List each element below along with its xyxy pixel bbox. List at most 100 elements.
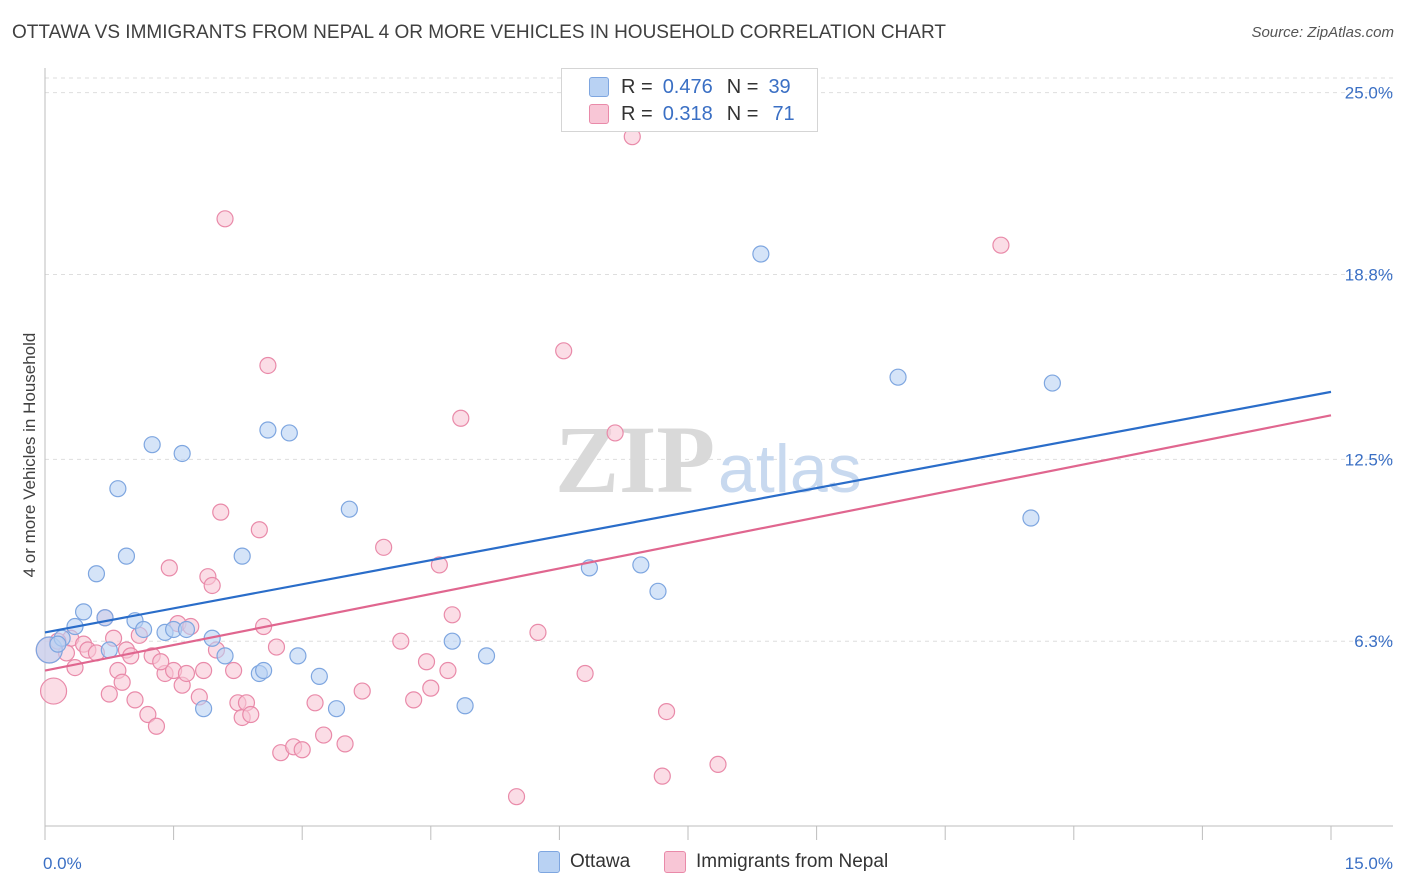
- nepal-point: [122, 647, 140, 665]
- nepal-point: [422, 679, 440, 697]
- nepal-point: [507, 788, 526, 806]
- ottawa-legend-label: Ottawa: [570, 851, 631, 872]
- nepal-legend-swatch: [664, 851, 686, 873]
- nepal-point: [66, 658, 84, 677]
- nepal-point: [126, 691, 144, 709]
- nepal-point: [452, 409, 470, 427]
- nepal-point: [430, 556, 448, 574]
- watermark-zip: ZIP: [555, 406, 715, 513]
- nepal-point: [225, 661, 243, 680]
- nepal-point: [212, 503, 230, 521]
- n-label: N =: [726, 75, 759, 98]
- nepal-point: [353, 682, 371, 700]
- ottawa-point: [87, 565, 106, 583]
- nepal-point: [709, 755, 727, 774]
- nepal-point: [100, 685, 118, 703]
- y-tick-label: 25.0%: [1345, 84, 1393, 103]
- n-label: N =: [726, 102, 759, 125]
- x-tick-label: 0.0%: [43, 854, 82, 873]
- ottawa-point: [173, 444, 191, 463]
- ottawa-point: [143, 436, 161, 454]
- ottawa-point: [443, 632, 461, 650]
- ottawa-legend-swatch: [538, 851, 560, 873]
- nepal-point: [177, 664, 196, 683]
- r-value: 0.476: [662, 75, 713, 98]
- source-label: Source: ZipAtlas.com: [1251, 24, 1394, 41]
- ottawa-swatch: [589, 77, 609, 97]
- ottawa-point: [340, 500, 358, 518]
- ottawa-points: [35, 245, 1061, 718]
- nepal-point: [606, 424, 624, 442]
- ottawa-point: [216, 647, 234, 665]
- nepal-trend-line: [44, 414, 1332, 672]
- nepal-point: [315, 726, 333, 744]
- nepal-point: [39, 677, 68, 705]
- nepal-points: [35, 128, 1010, 806]
- nepal-point: [250, 521, 268, 539]
- ottawa-point: [327, 700, 346, 718]
- nepal-point: [113, 673, 131, 691]
- r-label: R =: [621, 102, 653, 125]
- watermark: ZIP atlas: [555, 406, 862, 513]
- nepal-point: [375, 538, 393, 556]
- nepal-point: [152, 653, 170, 671]
- nepal-point: [405, 691, 423, 709]
- y-tick-label: 18.8%: [1345, 266, 1393, 285]
- nepal-point: [259, 356, 277, 375]
- ottawa-point: [109, 480, 127, 498]
- nepal-point: [653, 767, 671, 785]
- trend-lines: [44, 390, 1332, 672]
- legend-row-ottawa: R = 0.476 N = 39: [589, 74, 791, 100]
- nepal-point: [443, 606, 461, 624]
- nepal-point: [992, 236, 1010, 254]
- ottawa-point: [1022, 509, 1040, 527]
- nepal-point: [216, 210, 234, 228]
- nepal-point: [139, 705, 157, 724]
- ottawa-trend-line: [44, 390, 1332, 634]
- ottawa-point: [177, 620, 196, 639]
- r-value: 0.318: [662, 102, 713, 125]
- ottawa-point: [649, 582, 667, 600]
- ottawa-point: [49, 635, 67, 653]
- nepal-point: [195, 661, 213, 680]
- ottawa-point: [255, 661, 273, 680]
- ottawa-point: [889, 368, 907, 386]
- ottawa-point: [259, 421, 277, 439]
- nepal-swatch: [589, 104, 609, 124]
- watermark-atlas: atlas: [718, 431, 862, 507]
- ottawa-point: [134, 620, 153, 639]
- ottawa-point: [195, 700, 213, 718]
- nepal-point: [160, 559, 178, 577]
- ottawa-point: [752, 245, 770, 263]
- series-legend: Ottawa Immigrants from Nepal: [0, 851, 1406, 879]
- nepal-legend-label: Immigrants from Nepal: [696, 851, 889, 872]
- nepal-point: [392, 632, 410, 650]
- nepal-point: [417, 653, 436, 671]
- nepal-point: [293, 741, 311, 759]
- ottawa-point: [477, 647, 496, 665]
- tick-labels: 25.0% 18.8% 12.5% 6.3% 0.0% 15.0%: [43, 84, 1393, 873]
- ottawa-point: [456, 697, 474, 715]
- nepal-point: [657, 702, 676, 721]
- nepal-point: [242, 705, 260, 724]
- nepal-point: [529, 623, 547, 642]
- nepal-point: [336, 735, 354, 753]
- ottawa-point: [289, 647, 307, 665]
- nepal-point: [203, 576, 221, 595]
- ottawa-point: [117, 547, 136, 565]
- chart-title: OTTAWA VS IMMIGRANTS FROM NEPAL 4 OR MOR…: [12, 22, 946, 43]
- stats-legend: R = 0.476 N = 39 R = 0.318 N = 71: [561, 68, 818, 132]
- ottawa-point: [310, 667, 328, 686]
- y-tick-label: 6.3%: [1354, 632, 1393, 651]
- nepal-point: [267, 638, 286, 656]
- nepal-point: [576, 664, 594, 683]
- ottawa-point: [280, 424, 298, 442]
- legend-row-nepal: R = 0.318 N = 71: [589, 101, 795, 127]
- ottawa-point: [1043, 374, 1061, 392]
- ottawa-point: [632, 556, 650, 574]
- ottawa-point: [233, 547, 251, 565]
- nepal-point: [147, 717, 166, 735]
- legend-item-nepal[interactable]: Immigrants from Nepal: [664, 851, 888, 873]
- legend-item-ottawa[interactable]: Ottawa: [538, 851, 630, 873]
- y-tick-label: 12.5%: [1345, 450, 1393, 469]
